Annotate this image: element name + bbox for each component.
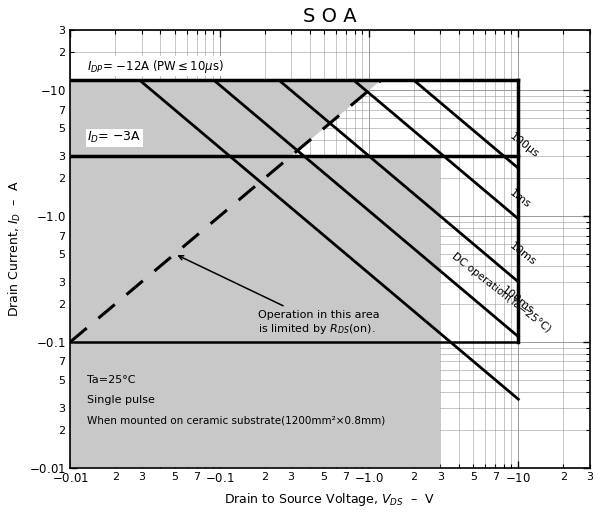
Text: 100μs: 100μs <box>508 131 541 159</box>
Text: 100ms: 100ms <box>500 285 535 316</box>
Text: DC operation(Ta=25°C): DC operation(Ta=25°C) <box>450 251 553 334</box>
Text: 10ms: 10ms <box>508 241 538 268</box>
Text: 1ms: 1ms <box>508 187 533 210</box>
Y-axis label: Drain Current, $I_D$  –  A: Drain Current, $I_D$ – A <box>7 181 23 317</box>
Text: Ta=25°C: Ta=25°C <box>88 374 136 385</box>
Title: S O A: S O A <box>303 7 357 26</box>
Text: When mounted on ceramic substrate(1200mm²×0.8mm): When mounted on ceramic substrate(1200mm… <box>88 416 386 425</box>
Text: Single pulse: Single pulse <box>88 394 155 405</box>
Polygon shape <box>70 80 440 468</box>
X-axis label: Drain to Source Voltage, $V_{DS}$  –  V: Drain to Source Voltage, $V_{DS}$ – V <box>224 491 436 508</box>
Text: $I_{DP}$= $-$12A (PW$\leq$10$\mu$s): $I_{DP}$= $-$12A (PW$\leq$10$\mu$s) <box>88 58 224 75</box>
Text: $I_D$= $-$3A: $I_D$= $-$3A <box>88 130 142 145</box>
Text: Operation in this area
is limited by $R_{DS}$(on).: Operation in this area is limited by $R_… <box>179 256 379 336</box>
